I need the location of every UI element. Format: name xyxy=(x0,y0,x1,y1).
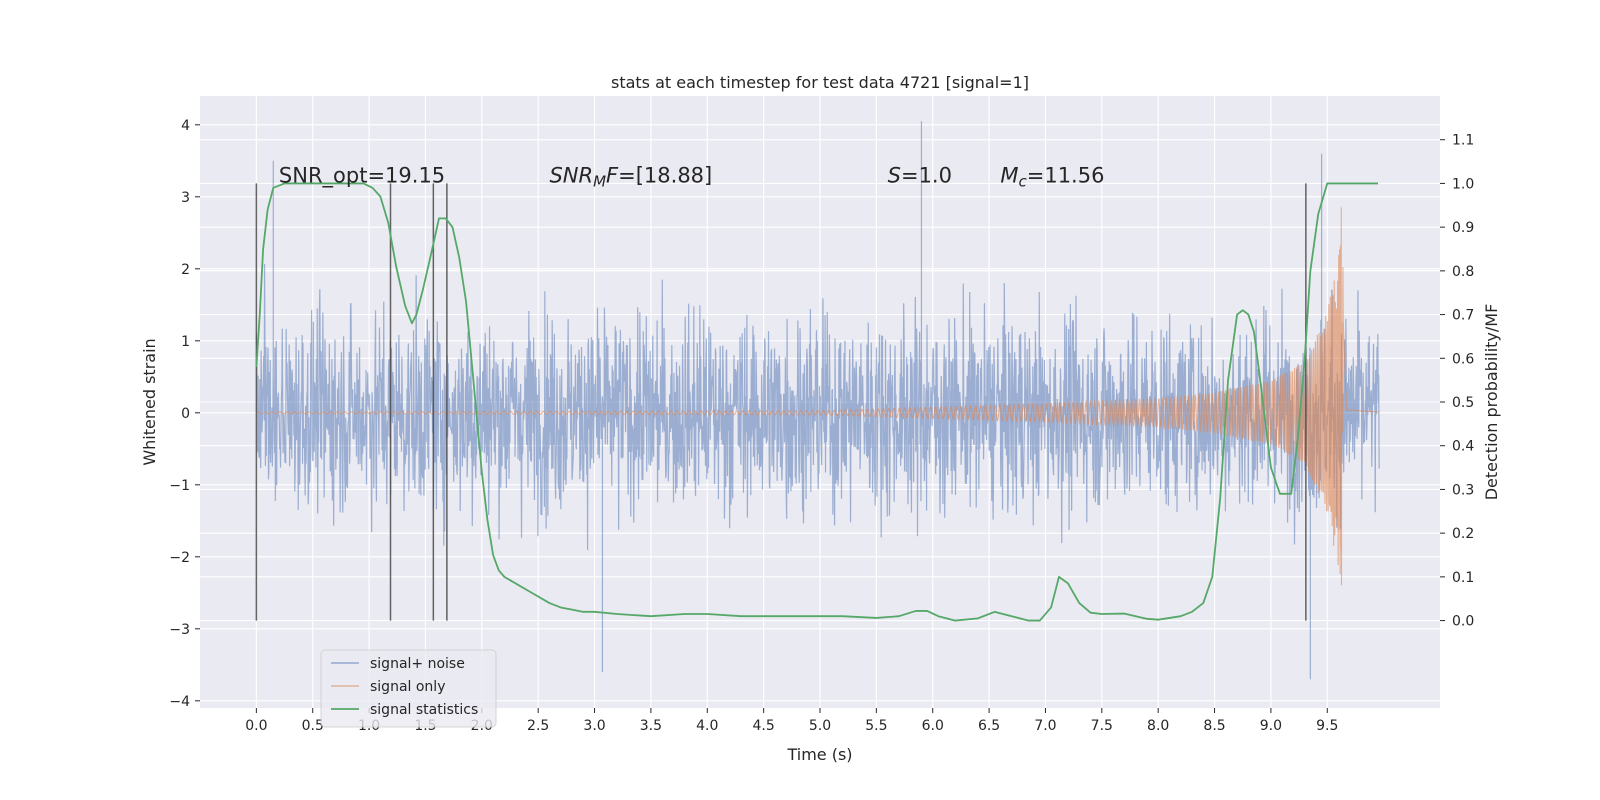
y-tick-label: −4 xyxy=(169,694,190,710)
annotation-text: S=1.0 xyxy=(888,163,952,187)
x-tick-label: 5.5 xyxy=(865,718,887,734)
y-right-tick-label: 1.1 xyxy=(1452,133,1474,149)
y-tick-label: 1 xyxy=(181,334,190,350)
legend-label-signal-statistics: signal statistics xyxy=(370,702,478,718)
y-right-tick-label: 0.3 xyxy=(1452,482,1474,498)
x-tick-label: 9.0 xyxy=(1260,718,1282,734)
y-axis-label: Whitened strain xyxy=(140,338,159,465)
y-right-tick-label: 0.4 xyxy=(1452,439,1474,455)
legend-box xyxy=(320,649,497,728)
y-tick-label: 4 xyxy=(181,118,190,134)
signal-statistics-series xyxy=(255,182,1378,622)
annotation-part: M xyxy=(1000,163,1018,187)
x-tick-label: 8.5 xyxy=(1203,718,1225,734)
x-tick-label: 4.0 xyxy=(696,718,718,734)
y-right-tick-label: 0.6 xyxy=(1452,351,1474,367)
signal-noise-line xyxy=(255,121,1380,680)
x-tick-label: 3.5 xyxy=(640,718,662,734)
y-right-tick-label: 1.0 xyxy=(1452,176,1474,192)
annotation-part: c xyxy=(1018,172,1027,190)
x-tick-label: 0.5 xyxy=(302,718,324,734)
chart-title: stats at each timestep for test data 472… xyxy=(611,73,1029,92)
y-tick-label: −2 xyxy=(169,550,190,566)
y-right-tick-label: 0.2 xyxy=(1452,526,1474,542)
y-right-tick-label: 0.1 xyxy=(1452,570,1474,586)
annotation-part: =[18.88] xyxy=(618,163,712,187)
y-tick-label: 3 xyxy=(181,190,190,206)
annotation-part: SNR xyxy=(549,163,593,187)
y-tick-label: 2 xyxy=(181,262,190,278)
vertical-markers xyxy=(255,183,1307,621)
x-tick-label: 8.0 xyxy=(1147,718,1169,734)
y-right-tick-label: 0.5 xyxy=(1452,395,1474,411)
x-axis-label: Time (s) xyxy=(786,745,852,764)
annotation-part: M xyxy=(593,172,606,190)
x-tick-label: 0.0 xyxy=(245,718,267,734)
y-axis-label-right: Detection probability/MF xyxy=(1482,304,1501,501)
y-tick-label: 0 xyxy=(181,406,190,422)
x-tick-label: 2.5 xyxy=(527,718,549,734)
legend-label-signal-only: signal only xyxy=(370,679,445,695)
y-tick-label: −3 xyxy=(169,622,190,638)
x-tick-label: 7.5 xyxy=(1091,718,1113,734)
y-right-tick-label: 0.7 xyxy=(1452,308,1474,324)
y-right-tick-label: 0.8 xyxy=(1452,264,1474,280)
ticks: 0.00.51.01.52.02.53.03.54.04.55.05.56.06… xyxy=(169,118,1474,734)
annotation-text: SNR_opt=19.15 xyxy=(279,163,445,188)
annotation-part: S xyxy=(888,163,901,187)
y-tick-label: −1 xyxy=(169,478,190,494)
annotations: SNR_opt=19.15 SNRMF=[18.88] S=1.0 Mc=11.56 xyxy=(279,163,1105,190)
x-tick-label: 6.0 xyxy=(922,718,944,734)
annotation-text: SNRMF=[18.88] xyxy=(549,163,712,190)
x-tick-label: 7.0 xyxy=(1034,718,1056,734)
legend-label-signal-noise: signal+ noise xyxy=(370,656,465,672)
annotation-part: SNR_opt=19.15 xyxy=(279,163,445,188)
annotation-text: Mc=11.56 xyxy=(1000,163,1104,190)
y-right-tick-label: 0.0 xyxy=(1452,614,1474,630)
x-tick-label: 5.0 xyxy=(809,718,831,734)
x-tick-label: 3.0 xyxy=(583,718,605,734)
x-tick-label: 6.5 xyxy=(978,718,1000,734)
signal-noise-series xyxy=(255,121,1380,680)
y-right-tick-label: 0.9 xyxy=(1452,220,1474,236)
legend: signal+ noise signal only signal statist… xyxy=(320,649,497,728)
signal-only-line xyxy=(256,207,1380,586)
signal-only-series xyxy=(256,207,1380,586)
signal-statistics-line xyxy=(255,182,1378,622)
x-tick-label: 4.5 xyxy=(753,718,775,734)
annotation-part: =1.0 xyxy=(901,163,952,187)
annotation-part: =11.56 xyxy=(1027,163,1105,187)
x-tick-label: 9.5 xyxy=(1316,718,1338,734)
annotation-part: F xyxy=(606,163,619,187)
